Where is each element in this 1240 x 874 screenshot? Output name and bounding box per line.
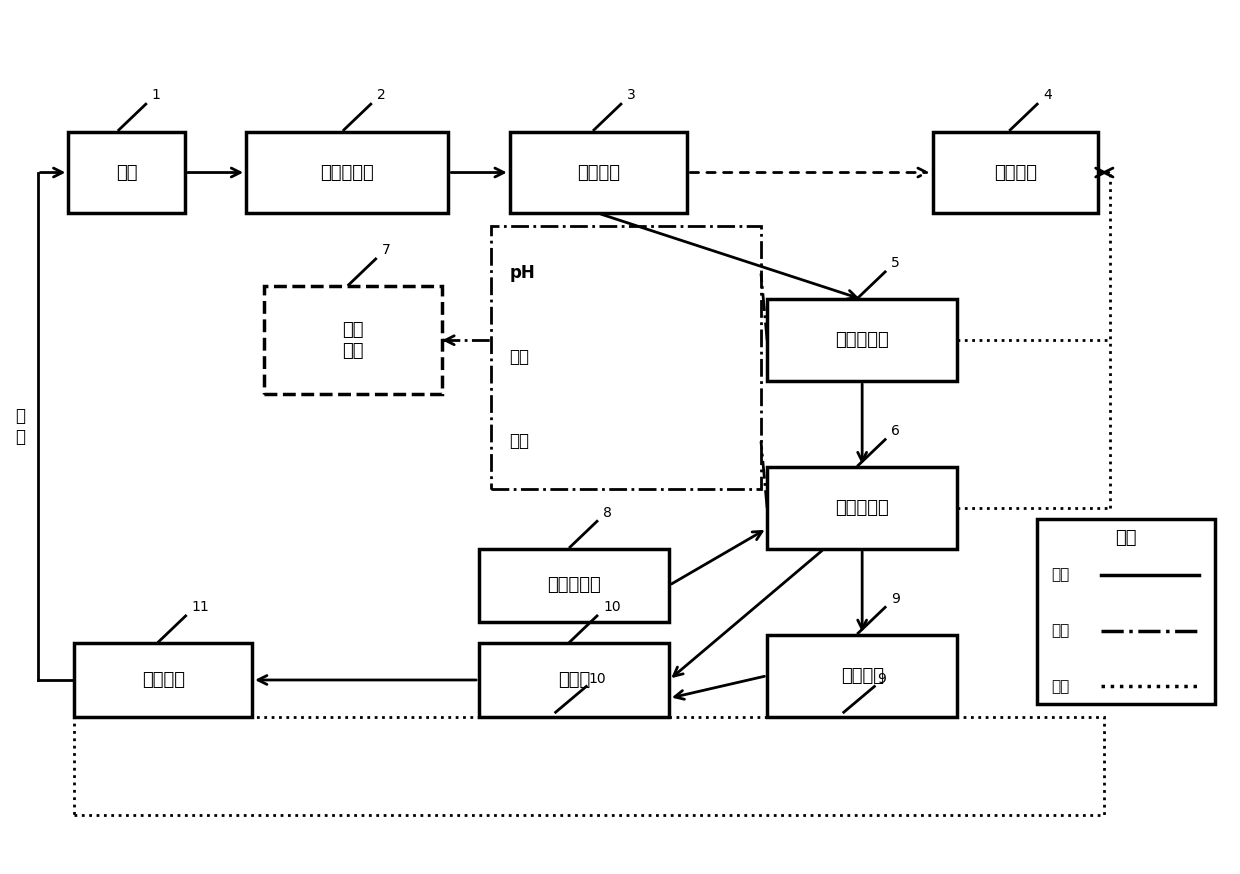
Text: 3: 3 — [627, 88, 636, 102]
FancyBboxPatch shape — [768, 467, 957, 549]
Text: 污泥: 污泥 — [1052, 679, 1070, 694]
Text: 10: 10 — [589, 672, 606, 686]
Text: 7: 7 — [382, 243, 391, 257]
Text: 污泥外运: 污泥外运 — [994, 163, 1037, 182]
Text: 沼气发酵池: 沼气发酵池 — [836, 499, 889, 517]
Text: 1: 1 — [153, 88, 161, 102]
FancyBboxPatch shape — [768, 300, 957, 381]
Text: 沼气: 沼气 — [510, 433, 529, 450]
FancyBboxPatch shape — [491, 226, 761, 489]
Text: 水解酸化池: 水解酸化池 — [836, 331, 889, 350]
FancyBboxPatch shape — [264, 287, 443, 394]
Text: 信号: 信号 — [1052, 623, 1070, 638]
Text: 猪舍: 猪舍 — [115, 163, 138, 182]
Text: 10: 10 — [603, 600, 621, 614]
Text: 深度处理: 深度处理 — [141, 671, 185, 689]
FancyBboxPatch shape — [932, 132, 1099, 213]
Text: pH: pH — [510, 265, 536, 282]
Text: 控制
中心: 控制 中心 — [342, 321, 365, 359]
Text: 固液分离: 固液分离 — [577, 163, 620, 182]
Text: 11: 11 — [192, 600, 210, 614]
Text: 太阳能加热: 太阳能加热 — [547, 576, 601, 594]
FancyBboxPatch shape — [479, 549, 670, 622]
Text: 回
用: 回 用 — [15, 407, 26, 446]
FancyBboxPatch shape — [768, 635, 957, 717]
Text: 污水: 污水 — [1052, 567, 1070, 582]
FancyBboxPatch shape — [68, 132, 185, 213]
Text: 流量: 流量 — [510, 349, 529, 366]
Text: 8: 8 — [603, 505, 613, 519]
Text: 9: 9 — [892, 592, 900, 606]
Text: 9: 9 — [877, 672, 885, 686]
Text: 5: 5 — [892, 256, 900, 270]
Text: 2: 2 — [377, 88, 386, 102]
FancyBboxPatch shape — [1037, 518, 1215, 704]
Text: 4: 4 — [1043, 88, 1052, 102]
Text: 图例: 图例 — [1115, 529, 1137, 546]
Text: 粪污储存池: 粪污储存池 — [320, 163, 374, 182]
FancyBboxPatch shape — [510, 132, 687, 213]
FancyBboxPatch shape — [479, 643, 670, 717]
Text: 曝气池: 曝气池 — [558, 671, 590, 689]
FancyBboxPatch shape — [246, 132, 449, 213]
Text: 6: 6 — [892, 424, 900, 438]
FancyBboxPatch shape — [74, 643, 252, 717]
Text: 沼气发电: 沼气发电 — [841, 667, 884, 684]
